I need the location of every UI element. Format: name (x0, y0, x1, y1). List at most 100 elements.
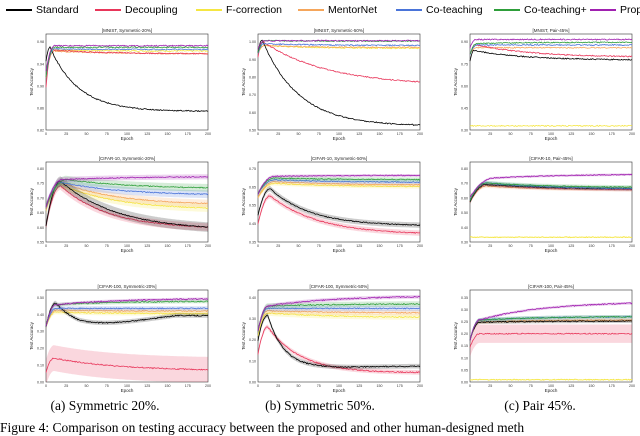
y-tick-label: 0.60 (461, 84, 468, 88)
y-tick-label: 0.10 (249, 359, 256, 363)
legend-label: Co-teaching+ (524, 4, 587, 16)
y-tick-label: 0.00 (37, 381, 44, 385)
series-decoupling (45, 185, 209, 228)
x-axis-label: Epoch (121, 248, 134, 253)
y-tick-label: 0.15 (461, 344, 468, 348)
subplot-9: [CIFAR-100, Pair-45%] Test Accuracy Epoch 0… (453, 284, 635, 393)
x-tick-label: 200 (417, 384, 423, 388)
band-standard (46, 176, 208, 232)
x-tick-label: 50 (85, 132, 89, 136)
band-proposed (470, 173, 632, 199)
x-axis-label: Epoch (545, 136, 558, 141)
x-tick-label: 200 (205, 132, 211, 136)
band-f-correction (258, 181, 420, 200)
series-proposed (257, 39, 421, 50)
series-standard (469, 49, 633, 62)
x-tick-label: 150 (377, 244, 383, 248)
x-axis-label: Epoch (545, 248, 558, 253)
y-tick-label: 0.00 (461, 381, 468, 385)
x-tick-label: 175 (185, 384, 191, 388)
x-tick-label: 175 (397, 132, 403, 136)
x-tick-label: 0 (257, 244, 259, 248)
series-f-correction (45, 311, 209, 327)
x-tick-label: 200 (417, 244, 423, 248)
subplot-1: [MNIST, Symmetric-20%] Test Accuracy Epoch… (29, 28, 211, 141)
band-co-teaching- (46, 299, 208, 329)
series-mentornet (257, 44, 421, 53)
y-axis-label: Test Accuracy (453, 321, 458, 350)
subplot-5: [CIFAR-10, Symmetric-50%] Test Accuracy Ep… (241, 156, 423, 253)
band-f-correction (46, 309, 208, 329)
y-tick-label: 0.70 (461, 182, 468, 186)
band-decoupling (470, 324, 632, 357)
x-tick-label: 100 (336, 384, 342, 388)
x-tick-label: 125 (144, 132, 150, 136)
legend-swatch (196, 9, 222, 11)
x-tick-label: 125 (568, 244, 574, 248)
y-axis-label: Test Accuracy (29, 67, 34, 96)
y-tick-label: 0.90 (37, 84, 44, 88)
series-standard (257, 314, 421, 369)
x-tick-label: 75 (105, 384, 109, 388)
x-tick-label: 175 (185, 244, 191, 248)
y-tick-label: 0.40 (37, 313, 44, 317)
x-tick-label: 200 (417, 132, 423, 136)
x-tick-label: 100 (336, 244, 342, 248)
y-tick-label: 0.90 (461, 40, 468, 44)
x-tick-label: 25 (276, 244, 280, 248)
y-tick-label: 0.80 (249, 76, 256, 80)
y-tick-label: 0.55 (37, 241, 44, 245)
y-tick-label: 0.86 (37, 106, 44, 110)
series-proposed (45, 176, 209, 208)
caption-b: (b) Symmetric 50%. (265, 398, 375, 413)
y-tick-label: 0.65 (37, 211, 44, 215)
x-tick-label: 125 (356, 132, 362, 136)
x-tick-label: 50 (297, 132, 301, 136)
series-decoupling (45, 357, 209, 373)
x-tick-label: 75 (529, 132, 533, 136)
x-tick-label: 125 (568, 384, 574, 388)
x-tick-label: 75 (317, 384, 321, 388)
band-mentornet (46, 179, 208, 214)
x-tick-label: 25 (488, 244, 492, 248)
x-tick-label: 0 (45, 132, 47, 136)
y-tick-label: 0.30 (461, 241, 468, 245)
x-axis-label: Epoch (545, 388, 558, 393)
series-co-teaching (45, 182, 209, 208)
series-co-teaching (45, 48, 209, 77)
series-f-correction (469, 378, 633, 381)
series-co-teaching (257, 42, 420, 54)
series-decoupling (257, 41, 421, 83)
y-tick-label: 0.20 (461, 332, 468, 336)
x-tick-label: 175 (397, 244, 403, 248)
series-co-teaching- (469, 315, 633, 342)
y-tick-label: 0.70 (37, 196, 44, 200)
y-axis-label: Test Accuracy (29, 321, 34, 350)
band-co-teaching- (46, 175, 208, 211)
subplot-6: [CIFAR-10, Pair-45%] Test Accuracy Epoch 0.… (453, 156, 635, 253)
series-proposed (257, 295, 421, 332)
y-axis-label: Test Accuracy (29, 187, 34, 216)
x-tick-label: 50 (509, 384, 513, 388)
x-tick-label: 0 (469, 244, 471, 248)
x-tick-label: 200 (629, 244, 635, 248)
x-tick-label: 0 (469, 384, 471, 388)
x-tick-label: 100 (336, 132, 342, 136)
series-co-teaching- (469, 41, 633, 55)
x-axis-label: Epoch (333, 136, 346, 141)
series-standard (257, 39, 421, 126)
legend-swatch (95, 9, 121, 11)
series-f-correction (469, 236, 632, 239)
series-f-correction (257, 182, 421, 198)
y-tick-label: 0.20 (249, 338, 256, 342)
series-co-teaching (469, 182, 633, 201)
series-co-teaching (257, 307, 421, 332)
x-tick-label: 75 (317, 132, 321, 136)
x-tick-label: 0 (45, 244, 47, 248)
y-axis-label: Test Accuracy (241, 187, 246, 216)
series-co-teaching (469, 43, 633, 55)
series-standard (257, 188, 421, 226)
x-tick-label: 175 (609, 244, 615, 248)
series-standard (45, 302, 209, 328)
